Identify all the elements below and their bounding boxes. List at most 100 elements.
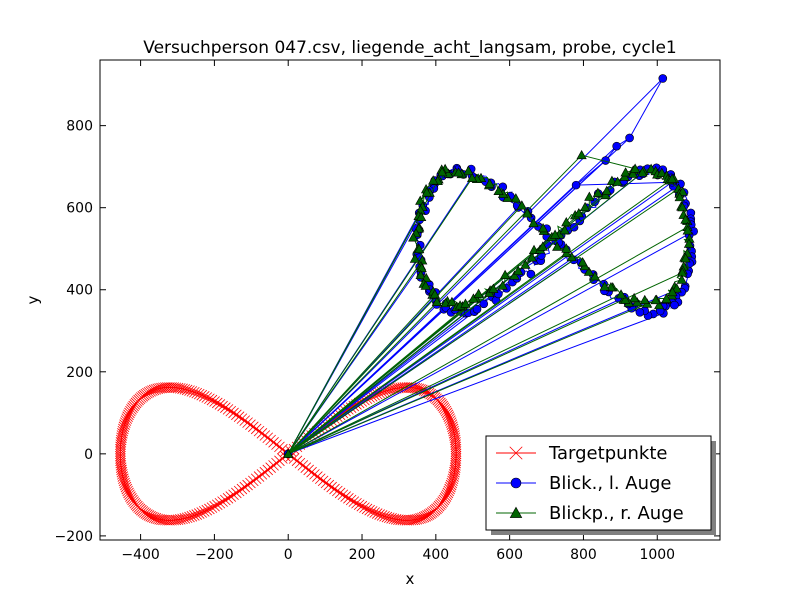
data-point bbox=[440, 405, 452, 417]
data-point bbox=[386, 513, 397, 524]
data-point bbox=[447, 475, 458, 487]
data-point bbox=[468, 293, 479, 303]
gaze-line bbox=[287, 188, 679, 455]
data-point bbox=[416, 211, 427, 222]
data-point bbox=[656, 167, 667, 177]
data-point bbox=[334, 487, 346, 499]
data-point bbox=[265, 434, 276, 446]
data-point bbox=[439, 493, 451, 504]
data-point bbox=[225, 491, 237, 502]
data-point bbox=[436, 167, 448, 177]
data-point bbox=[526, 252, 538, 262]
data-point bbox=[119, 477, 130, 489]
data-point bbox=[117, 471, 129, 482]
data-point bbox=[206, 394, 218, 406]
data-point bbox=[242, 417, 253, 428]
data-point bbox=[431, 296, 443, 307]
data-point bbox=[654, 299, 665, 310]
data-point bbox=[577, 257, 588, 267]
data-point bbox=[239, 415, 251, 426]
data-point bbox=[231, 487, 242, 499]
data-point bbox=[442, 409, 454, 421]
data-point bbox=[629, 292, 640, 303]
data-point bbox=[118, 423, 129, 435]
data-point bbox=[209, 500, 220, 512]
data-point bbox=[145, 511, 156, 522]
data-point bbox=[537, 241, 548, 251]
gaze-line bbox=[287, 230, 694, 455]
data-point bbox=[245, 477, 256, 489]
data-point bbox=[497, 280, 508, 290]
data-point bbox=[177, 513, 188, 525]
data-point bbox=[676, 274, 687, 284]
data-point bbox=[559, 225, 570, 235]
data-point bbox=[233, 485, 245, 497]
data-point bbox=[463, 165, 474, 175]
data-point bbox=[650, 294, 661, 305]
data-point bbox=[351, 497, 362, 509]
data-point bbox=[472, 304, 482, 314]
y-tick-label: 200 bbox=[66, 365, 93, 381]
data-point bbox=[120, 417, 131, 428]
data-point bbox=[253, 471, 265, 482]
series-1 bbox=[283, 74, 698, 459]
x-tick-label: 1000 bbox=[639, 547, 675, 563]
data-point bbox=[116, 464, 127, 476]
data-point bbox=[179, 384, 191, 395]
data-point bbox=[448, 428, 460, 439]
data-point bbox=[201, 504, 213, 516]
data-point bbox=[528, 217, 539, 228]
data-point bbox=[127, 402, 138, 413]
y-tick-label: 400 bbox=[66, 283, 93, 299]
data-point bbox=[184, 385, 195, 396]
data-point bbox=[390, 383, 402, 394]
data-point bbox=[271, 439, 282, 450]
data-point bbox=[117, 428, 128, 439]
data-point bbox=[201, 392, 213, 403]
data-point bbox=[440, 491, 452, 502]
data-point bbox=[606, 175, 618, 185]
data-point bbox=[228, 407, 239, 419]
data-point bbox=[420, 280, 431, 290]
data-point bbox=[118, 473, 129, 485]
data-point bbox=[449, 432, 461, 444]
legend-label: Blickp., r. Auge bbox=[549, 503, 684, 524]
data-point bbox=[639, 294, 650, 305]
data-point bbox=[118, 421, 130, 433]
data-point bbox=[361, 503, 373, 515]
data-point bbox=[635, 308, 645, 317]
data-point bbox=[423, 509, 435, 520]
data-point bbox=[637, 167, 648, 177]
data-point bbox=[449, 430, 460, 441]
data-point bbox=[345, 494, 357, 506]
data-point bbox=[429, 289, 440, 299]
data-point bbox=[343, 493, 354, 504]
data-point bbox=[312, 471, 323, 482]
data-point bbox=[448, 469, 460, 480]
x-axis-label: x bbox=[406, 570, 415, 588]
data-point bbox=[680, 214, 691, 224]
data-point bbox=[537, 223, 549, 233]
data-point bbox=[667, 286, 678, 297]
legend-marker bbox=[509, 506, 523, 518]
plot-area bbox=[115, 74, 698, 526]
gaze-line bbox=[287, 293, 622, 455]
data-point bbox=[262, 432, 274, 444]
data-point bbox=[509, 270, 520, 280]
data-point bbox=[126, 404, 137, 415]
data-point bbox=[479, 299, 489, 309]
data-point bbox=[116, 466, 128, 478]
legend-marker bbox=[509, 446, 523, 460]
gaze-line bbox=[629, 78, 664, 139]
data-point bbox=[658, 74, 668, 83]
x-tick-label: 800 bbox=[570, 547, 597, 563]
data-point bbox=[441, 489, 453, 501]
data-point bbox=[245, 419, 256, 430]
data-point bbox=[348, 496, 360, 507]
data-point bbox=[422, 510, 433, 521]
data-point bbox=[174, 383, 186, 394]
data-point bbox=[447, 473, 459, 485]
data-point bbox=[297, 460, 309, 471]
x-tick-label: 600 bbox=[496, 547, 523, 563]
data-point bbox=[150, 384, 162, 395]
